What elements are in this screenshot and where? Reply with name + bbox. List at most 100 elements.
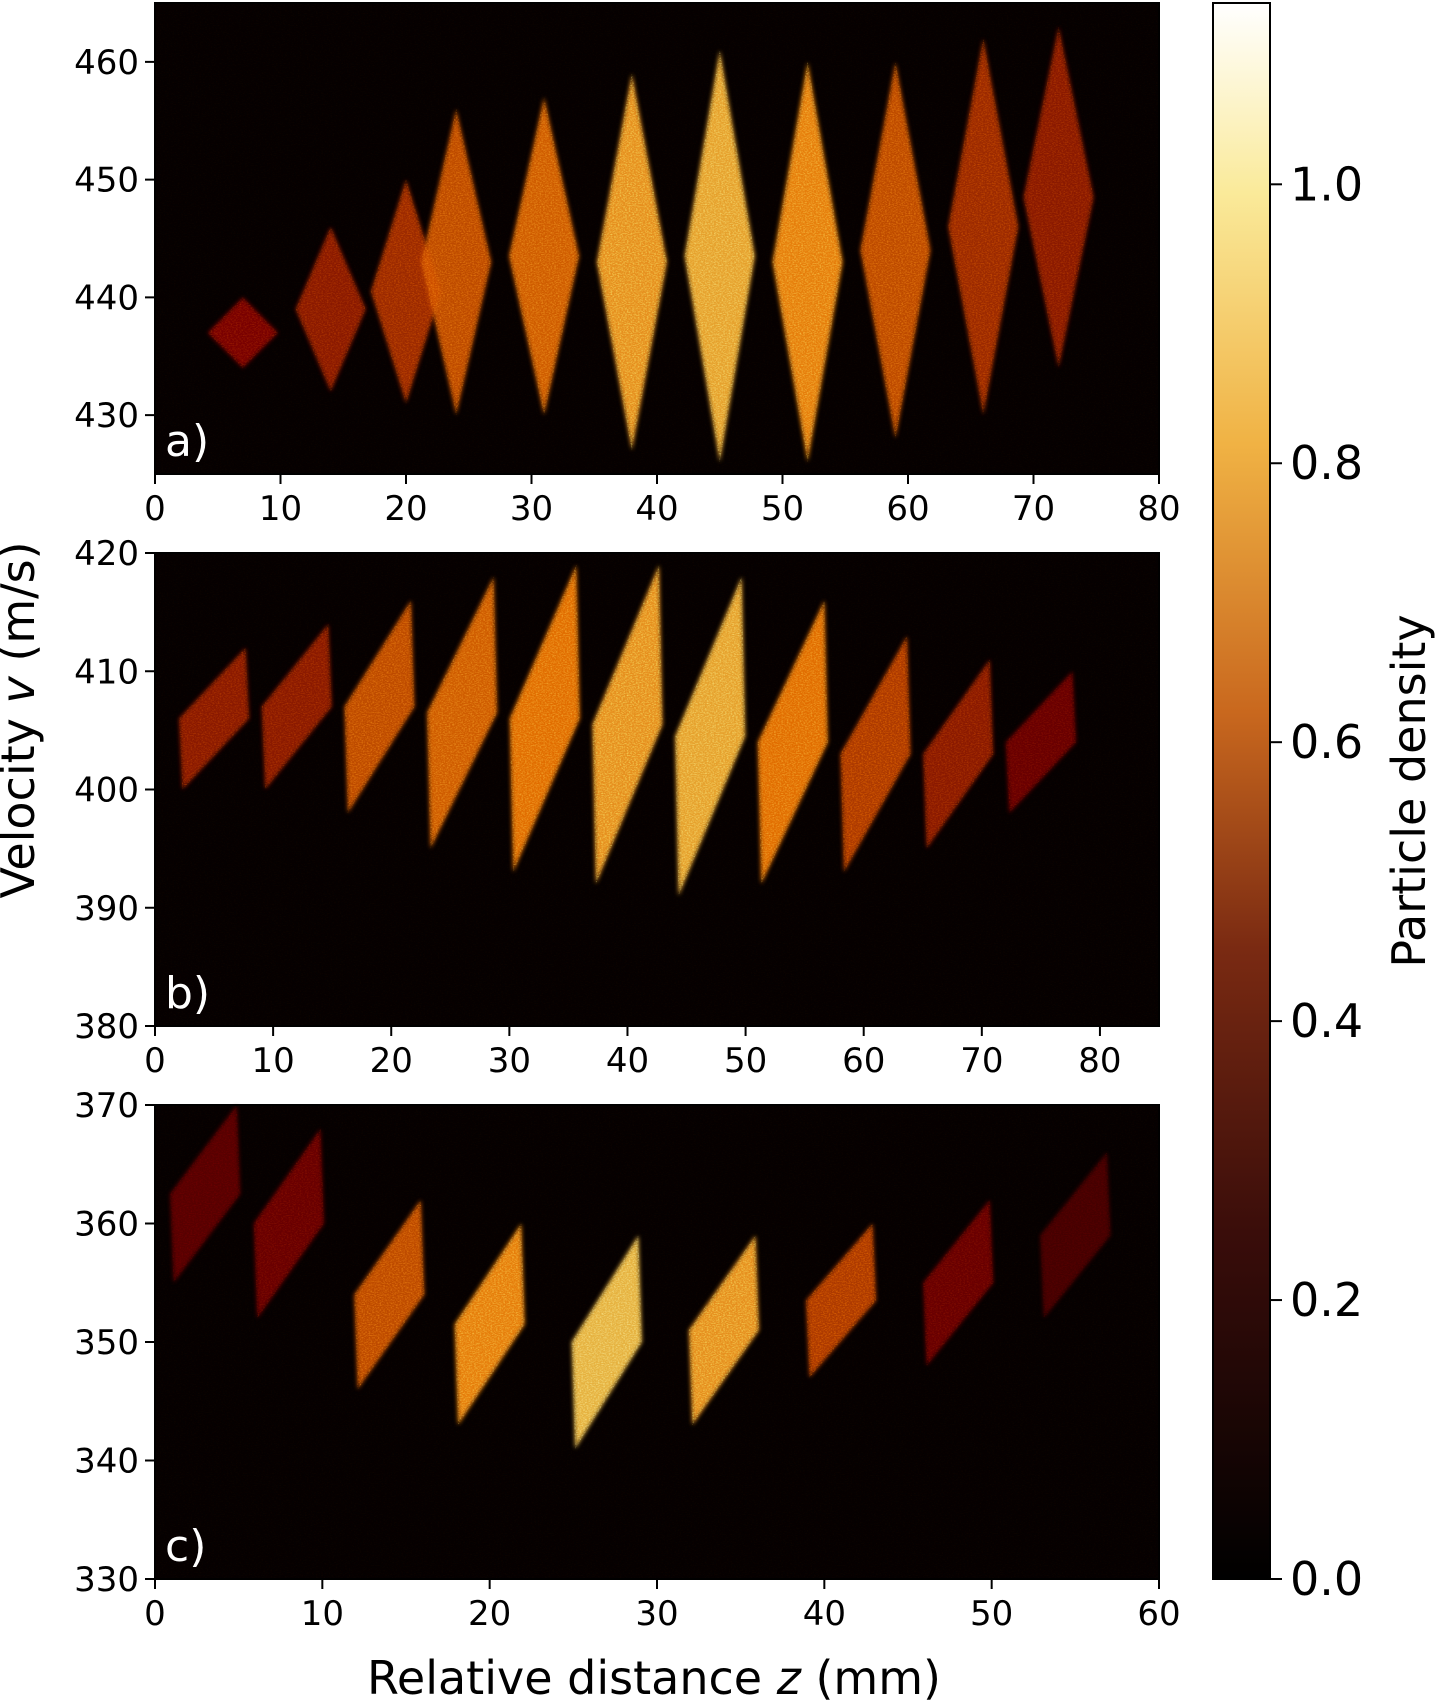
density-band [840,635,911,873]
band-speckle [840,635,911,873]
density-band [170,1105,241,1283]
density-band [253,1128,325,1319]
x-tick-label: 0 [144,489,166,529]
band-speckle [370,179,442,404]
density-band [344,600,415,814]
y-tick-label: 360 [74,1205,139,1245]
band-speckle [923,1199,994,1366]
band-speckle [805,1223,877,1378]
panel-label: c) [165,1521,206,1572]
band-speckle [1040,1152,1111,1319]
x-tick-label: 50 [970,1594,1013,1634]
panel-a: 0 10 20 30 40 50 60 70 80 430 440 450 460 a) [74,2,1181,529]
density-bands [207,26,1094,463]
y-tick-label: 440 [74,278,139,318]
y-tick-label: 380 [74,1007,139,1047]
density-band [596,73,668,451]
colorbar-tick-label: 1.0 [1290,157,1363,211]
panel-c: 0 10 20 30 40 50 60 330 340 350 360 370 c) [74,1086,1181,1634]
band-speckle [688,1235,760,1425]
band-speckle [1005,671,1077,814]
density-band [509,564,580,873]
band-speckle [684,50,755,463]
density-band [948,38,1019,416]
band-speckle [948,38,1019,416]
y-tick-label: 330 [74,1560,139,1600]
band-speckle [454,1223,525,1425]
x-tick-label: 50 [761,489,804,529]
colorbar: 0.0 0.2 0.4 0.6 0.8 1.0 [1212,2,1363,1606]
x-tick-label: 0 [144,1594,166,1634]
x-tick-label: 60 [1137,1594,1180,1634]
x-tick-label: 70 [960,1041,1003,1081]
y-tick-label: 420 [74,534,139,574]
band-speckle [757,600,828,885]
x-axis-label: Relative distance z (mm) [367,1651,941,1705]
band-speckle [344,600,415,814]
density-band [426,576,498,849]
y-tick-label: 450 [74,161,139,201]
colorbar-tick-label: 0.6 [1290,715,1363,769]
y-tick-label: 350 [74,1323,139,1363]
density-band [207,297,278,369]
y-tick-label: 340 [74,1442,139,1482]
density-band [354,1199,425,1390]
density-band [454,1223,525,1425]
band-speckle [1023,26,1094,369]
band-speckle [207,297,278,369]
band-speckle [354,1199,425,1390]
band-speckle [772,61,843,463]
density-band [592,564,663,885]
colorbar-tick-label: 0.2 [1290,1273,1363,1327]
density-bands [178,564,1077,896]
y-tick-label: 430 [74,396,139,436]
x-tick-label: 20 [384,489,427,529]
density-band [675,576,746,896]
colorbar-tick-label: 0.8 [1290,436,1363,490]
band-speckle [426,576,498,849]
band-speckle [295,226,366,392]
band-speckle [421,108,492,416]
band-speckle [508,97,580,416]
density-band [923,1199,994,1366]
colorbar-gradient [1212,2,1271,1580]
x-tick-label: 80 [1137,489,1180,529]
x-tick-label: 10 [259,489,302,529]
x-tick-label: 60 [886,489,929,529]
density-band [508,97,580,416]
panel-b: 0 10 20 30 40 50 60 70 80 380 390 400 410 420 b) [74,534,1160,1081]
density-band [1023,26,1094,369]
density-band [261,623,332,790]
band-speckle [178,647,250,790]
band-speckle [261,623,332,790]
band-speckle [509,564,580,873]
x-tick-label: 20 [370,1041,413,1081]
colorbar-label: Particle density [1382,614,1436,967]
y-tick-label: 370 [74,1086,139,1126]
x-tick-label: 30 [635,1594,678,1634]
y-tick-label: 390 [74,889,139,929]
y-tick-label: 400 [74,771,139,811]
density-band [757,600,828,885]
band-speckle [596,73,668,451]
colorbar-tick-label: 0.4 [1290,994,1363,1048]
x-tick-label: 30 [488,1041,531,1081]
y-tick-label: 410 [74,652,139,692]
band-speckle [571,1235,642,1449]
y-tick-label: 460 [74,43,139,83]
x-tick-label: 30 [510,489,553,529]
x-tick-label: 40 [635,489,678,529]
colorbar-tick-label: 0.0 [1290,1552,1363,1606]
panel-label: b) [165,968,210,1019]
density-band [571,1235,642,1449]
density-band [772,61,843,463]
x-tick-label: 10 [251,1041,294,1081]
density-band [178,647,250,790]
x-tick-label: 50 [724,1041,767,1081]
y-axis-label: Velocity v (m/s) [0,541,45,898]
x-tick-label: 20 [468,1594,511,1634]
density-band [1040,1152,1111,1319]
x-tick-label: 40 [606,1041,649,1081]
x-tick-label: 40 [803,1594,846,1634]
band-speckle [923,659,994,849]
